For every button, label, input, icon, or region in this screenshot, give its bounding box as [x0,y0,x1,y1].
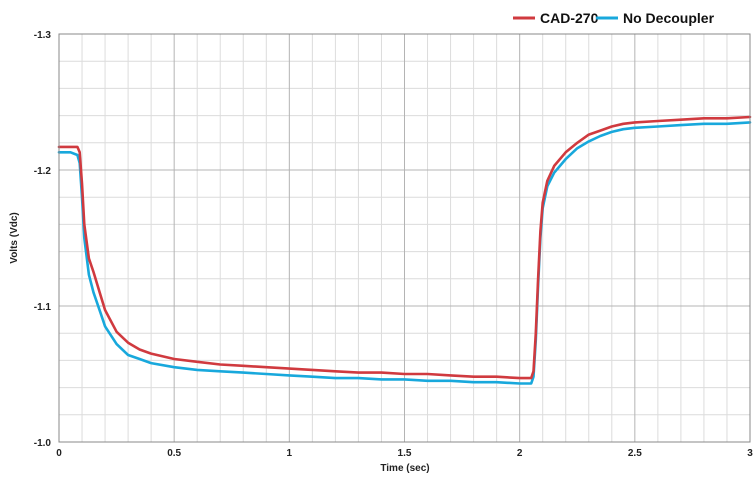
series-line-no-decoupler [57,121,752,385]
series-line-cad-270 [57,115,752,380]
legend-label-no-decoupler: No Decoupler [623,10,715,26]
series-layer [57,115,752,385]
major-grid [58,33,751,443]
y-tick-label: -1.3 [34,30,52,41]
y-tick-label: -1.0 [34,438,52,449]
x-tick-label: 2.5 [628,448,642,459]
y-tick-label: -1.1 [34,302,52,313]
plot-frame [58,33,751,443]
y-axis-label: Volts (Vdc) [9,212,20,263]
x-tick-label: 1 [287,448,293,459]
x-tick-labels: 0 0.5 1 1.5 2 2.5 3 [56,448,753,459]
y-tick-labels: -1.3 -1.2 -1.1 -1.0 [34,30,52,449]
x-tick-label: 1.5 [398,448,412,459]
x-tick-label: 0 [56,448,62,459]
y-tick-label: -1.2 [34,166,52,177]
x-axis-label: Time (sec) [380,463,429,474]
x-tick-label: 0.5 [167,448,181,459]
legend-label-cad-270: CAD-270 [540,10,599,26]
x-tick-label: 2 [517,448,523,459]
legend: CAD-270 No Decoupler [513,10,715,26]
x-tick-label: 3 [747,448,753,459]
